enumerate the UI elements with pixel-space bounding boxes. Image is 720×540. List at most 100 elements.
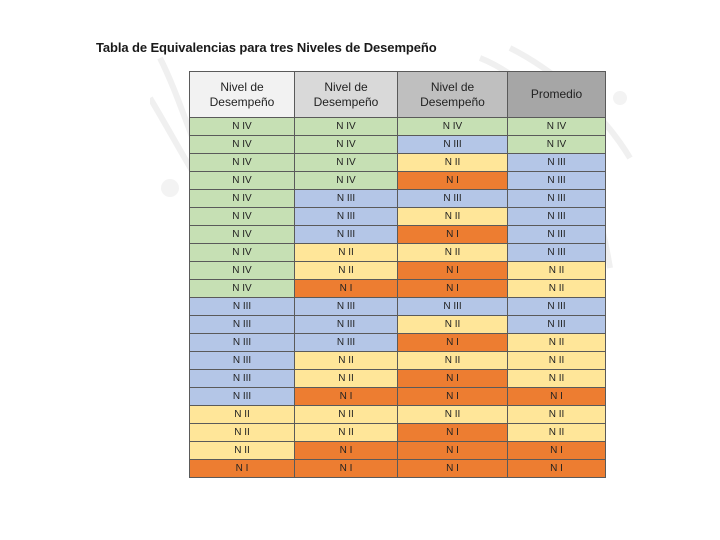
table-row: N IV N III N II N III xyxy=(189,207,606,226)
table-cell: N III xyxy=(507,225,606,244)
table-cell: N I xyxy=(397,171,508,190)
table-cell: N I xyxy=(294,387,398,406)
table-cell: N III xyxy=(294,189,398,208)
table-cell: N II xyxy=(507,261,606,280)
table-cell: N III xyxy=(294,333,398,352)
table-cell: N II xyxy=(189,405,295,424)
table-cell: N II xyxy=(507,351,606,370)
page-title: Tabla de Equivalencias para tres Niveles… xyxy=(96,40,437,55)
table-cell: N III xyxy=(507,315,606,334)
table-cell: N I xyxy=(397,369,508,388)
table-cell: N IV xyxy=(294,171,398,190)
header-nivel-desempeno-3: Nivel de Desempeño xyxy=(397,71,508,118)
table-row: N IV N III N III N III xyxy=(189,189,606,208)
header-line1: Promedio xyxy=(530,87,583,101)
table-cell: N I xyxy=(294,441,398,460)
table-cell: N III xyxy=(189,315,295,334)
table-cell: N III xyxy=(507,297,606,316)
table-cell: N III xyxy=(189,297,295,316)
table-cell: N II xyxy=(507,279,606,298)
header-line2: Desempeño xyxy=(420,94,485,109)
table-row: N IV N IV N III N IV xyxy=(189,135,606,154)
table-cell: N IV xyxy=(189,225,295,244)
table-cell: N I xyxy=(294,459,398,478)
table-cell: N II xyxy=(397,315,508,334)
table-cell: N IV xyxy=(397,117,508,136)
table-cell: N II xyxy=(189,441,295,460)
table-cell: N III xyxy=(397,297,508,316)
table-row: N IV N IV N IV N IV xyxy=(189,117,606,136)
table-cell: N III xyxy=(507,153,606,172)
header-line2: Desempeño xyxy=(313,94,379,109)
table-cell: N IV xyxy=(294,117,398,136)
table-cell: N IV xyxy=(189,171,295,190)
table-cell: N I xyxy=(397,387,508,406)
table-cell: N III xyxy=(189,387,295,406)
table-cell: N II xyxy=(294,351,398,370)
header-line1: Nivel de xyxy=(430,79,475,94)
table-cell: N I xyxy=(397,441,508,460)
table-row: N IV N II N II N III xyxy=(189,243,606,262)
table-cell: N I xyxy=(507,459,606,478)
table-cell: N I xyxy=(507,387,606,406)
table-row: N III N III N II N III xyxy=(189,315,606,334)
header-line2: Desempeño xyxy=(209,94,275,109)
table-cell: N IV xyxy=(294,135,398,154)
table-cell: N III xyxy=(189,369,295,388)
table-cell: N II xyxy=(294,423,398,442)
table-cell: N II xyxy=(294,261,398,280)
table-cell: N III xyxy=(397,135,508,154)
table-cell: N II xyxy=(507,423,606,442)
header-line1: Nivel de xyxy=(220,79,264,94)
table-cell: N III xyxy=(507,189,606,208)
table-cell: N I xyxy=(397,333,508,352)
table-cell: N I xyxy=(294,279,398,298)
table-cell: N IV xyxy=(507,117,606,136)
table-cell: N II xyxy=(294,243,398,262)
table-cell: N I xyxy=(397,459,508,478)
table-cell: N IV xyxy=(189,207,295,226)
table-cell: N I xyxy=(397,423,508,442)
table-cell: N II xyxy=(397,153,508,172)
table-cell: N IV xyxy=(507,135,606,154)
table-cell: N I xyxy=(397,225,508,244)
table-cell: N I xyxy=(397,261,508,280)
table-cell: N II xyxy=(397,405,508,424)
table-row: N III N II N II N II xyxy=(189,351,606,370)
table-cell: N II xyxy=(507,369,606,388)
table-cell: N IV xyxy=(189,261,295,280)
table-cell: N I xyxy=(189,459,295,478)
table-body: N IV N IV N IV N IV N IV N IV N III N IV N IV N I… xyxy=(189,117,606,478)
table-row: N IV N IV N II N III xyxy=(189,153,606,172)
table-cell: N IV xyxy=(189,153,295,172)
table-cell: N II xyxy=(507,333,606,352)
table-cell: N II xyxy=(397,243,508,262)
table-cell: N III xyxy=(189,351,295,370)
equivalence-table: Nivel de Desempeño Nivel de Desempeño Ni… xyxy=(189,71,606,478)
header-line1: Nivel de xyxy=(324,79,368,94)
table-cell: N II xyxy=(397,207,508,226)
table-cell: N IV xyxy=(189,279,295,298)
table-cell: N II xyxy=(294,369,398,388)
table-row: N III N III N III N III xyxy=(189,297,606,316)
table-cell: N III xyxy=(507,207,606,226)
table-header-row: Nivel de Desempeño Nivel de Desempeño Ni… xyxy=(189,71,606,118)
table-cell: N III xyxy=(507,243,606,262)
table-cell: N IV xyxy=(189,243,295,262)
table-cell: N III xyxy=(189,333,295,352)
table-cell: N IV xyxy=(189,189,295,208)
table-cell: N III xyxy=(294,315,398,334)
table-cell: N II xyxy=(189,423,295,442)
table-cell: N III xyxy=(507,171,606,190)
table-cell: N I xyxy=(397,279,508,298)
